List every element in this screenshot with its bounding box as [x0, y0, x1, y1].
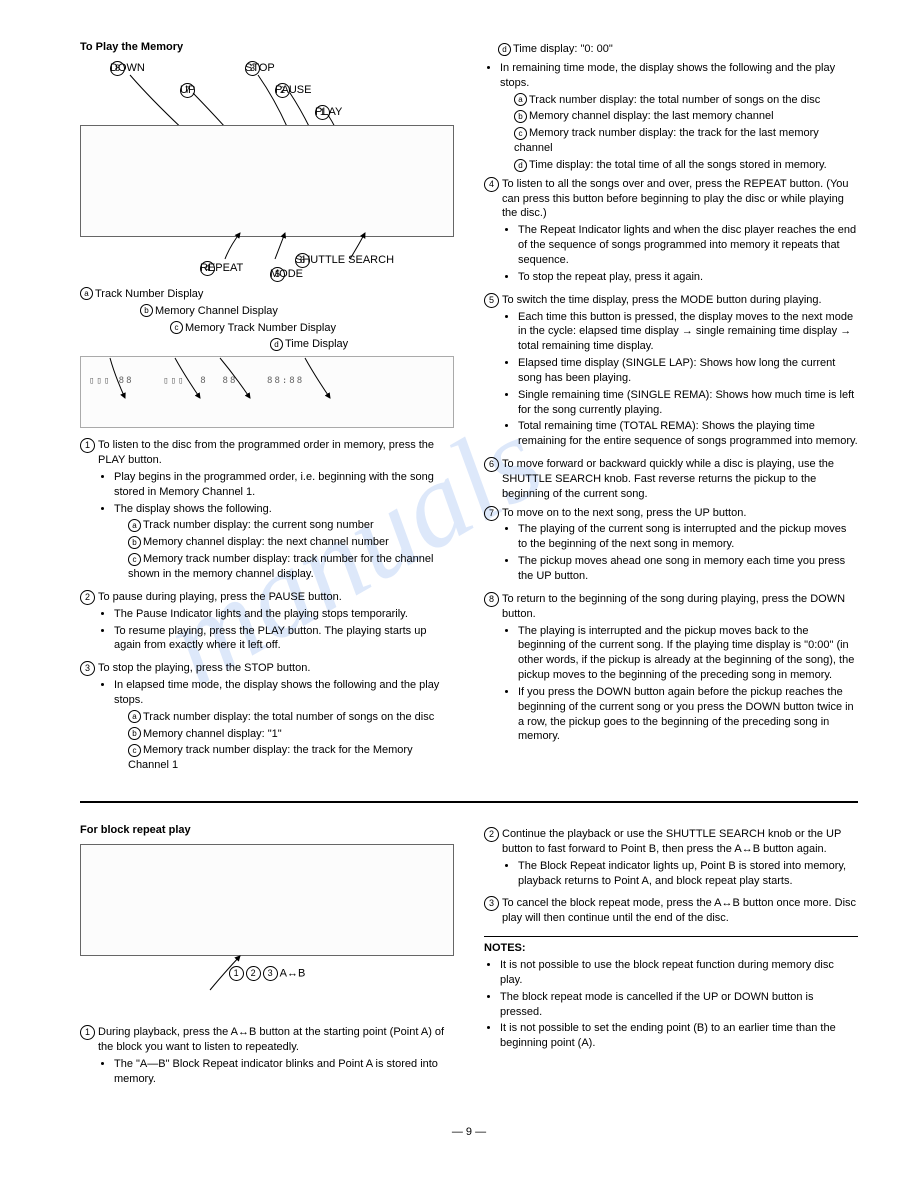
step4-b1: The Repeat Indicator lights and when the…	[518, 223, 858, 268]
label-up: UP	[180, 83, 195, 98]
step1-b1: Play begins in the programmed order, i.e…	[114, 470, 454, 500]
step8-text: To return to the beginning of the song d…	[502, 593, 845, 620]
bstep2-text: Continue the playback or use the SHUTTLE…	[502, 828, 841, 855]
block-step-2: 2 Continue the playback or use the SHUTT…	[484, 827, 858, 892]
step8-b1: The playing is interrupted and the picku…	[518, 624, 858, 683]
block-step-1: 1 During playback, press the A↔B button …	[80, 1025, 454, 1090]
left-column-bottom: For block repeat play 123A↔B 1 During pl…	[80, 823, 454, 1094]
section1-title: To Play the Memory	[80, 40, 454, 55]
step1-b2: The display shows the following.	[114, 503, 272, 515]
step4-text: To listen to all the songs over and over…	[502, 178, 849, 220]
step5-b3: Single remaining time (SINGLE REMA): Sho…	[518, 388, 858, 418]
step-2: 2 To pause during playing, press the PAU…	[80, 590, 454, 657]
page-number: — 9 —	[80, 1125, 858, 1140]
step-3: 3 To stop the playing, press the STOP bu…	[80, 661, 454, 777]
step6-text: To move forward or backward quickly whil…	[502, 458, 834, 500]
step-7: 7 To move on to the next song, press the…	[484, 506, 858, 588]
right-column-bottom: 2 Continue the playback or use the SHUTT…	[484, 823, 858, 1094]
label-mode: MODE	[270, 267, 303, 282]
label-mem-track: Memory Track Number Display	[185, 322, 336, 334]
step7-b1: The playing of the current song is inter…	[518, 522, 858, 552]
step5-text: To switch the time display, press the MO…	[502, 294, 822, 306]
step3-b1: In elapsed time mode, the display shows …	[114, 679, 439, 706]
pre-b1b: Memory channel display: the last memory …	[529, 110, 774, 122]
step-8: 8 To return to the beginning of the song…	[484, 592, 858, 748]
step3-b1a: Track number display: the total number o…	[143, 711, 434, 723]
display-labels-block: aTrack Number Display bMemory Channel Di…	[80, 287, 454, 352]
notes-title: NOTES:	[484, 942, 526, 954]
bstep1-b1: The "A—B" Block Repeat indicator blinks …	[114, 1057, 454, 1087]
top-button-labels: 8DOWN 3STOP 7UP 2PAUSE 1PLAY	[80, 61, 454, 121]
step7-b2: The pickup moves ahead one song in memor…	[518, 554, 858, 584]
display-diagram: ▯▯▯ 88 ▯▯▯ 8 88 88:88	[80, 356, 454, 428]
step5-b4: Total remaining time (TOTAL REMA): Shows…	[518, 419, 858, 449]
label-repeat: REPEAT	[200, 261, 243, 276]
notes-block: NOTES: It is not possible to use the blo…	[484, 936, 858, 1051]
pre-b1: In remaining time mode, the display show…	[500, 62, 835, 89]
step2-b1: The Pause Indicator lights and the playi…	[114, 607, 454, 622]
label-stop: STOP	[245, 61, 275, 76]
label-track-num: Track Number Display	[95, 288, 203, 300]
left-column-top: To Play the Memory 8DOWN 3STOP 7UP 2PAUS…	[80, 40, 454, 781]
section2-title: For block repeat play	[80, 823, 454, 838]
bstep2-b1: The Block Repeat indicator lights up, Po…	[518, 859, 858, 889]
label-pause: PAUSE	[275, 83, 311, 98]
step1-text: To listen to the disc from the programme…	[98, 439, 434, 466]
bottom-button-labels: 4REPEAT 5MODE 6SHUTTLE SEARCH	[80, 247, 454, 281]
step-1: 1 To listen to the disc from the program…	[80, 438, 454, 586]
label-shuttle: SHUTTLE SEARCH	[295, 253, 394, 268]
step1-b2c: Memory track number display: track numbe…	[128, 553, 433, 580]
step1-b2a: Track number display: the current song n…	[143, 519, 374, 531]
ab-text: A↔B	[280, 967, 306, 979]
note-2: The block repeat mode is cancelled if th…	[500, 990, 858, 1020]
right-column-top: dTime display: "0: 00" In remaining time…	[484, 40, 858, 781]
bstep1-text: During playback, press the A↔B button at…	[98, 1026, 444, 1053]
label-down: DOWN	[110, 61, 145, 76]
pre-b1d: Time display: the total time of all the …	[529, 159, 827, 171]
note-1: It is not possible to use the block repe…	[500, 958, 858, 988]
step3-b1b: Memory channel display: "1"	[143, 728, 282, 740]
step3-text: To stop the playing, press the STOP butt…	[98, 662, 310, 674]
pre-d: Time display: "0: 00"	[513, 43, 613, 55]
label-time: Time Display	[285, 338, 348, 350]
step2-text: To pause during playing, press the PAUSE…	[98, 591, 342, 603]
step1-b2b: Memory channel display: the next channel…	[143, 536, 389, 548]
step-6: 6 To move forward or backward quickly wh…	[484, 457, 858, 502]
step8-b2: If you press the DOWN button again befor…	[518, 685, 858, 744]
section-divider	[80, 801, 858, 803]
step2-b2: To resume playing, press the PLAY button…	[114, 624, 454, 654]
block-ab-label: 123A↔B	[80, 966, 454, 981]
pre-b1c: Memory track number display: the track f…	[514, 127, 819, 154]
pre-b1a: Track number display: the total number o…	[529, 94, 820, 106]
label-play: PLAY	[315, 105, 342, 120]
block-step-3: 3 To cancel the block repeat mode, press…	[484, 896, 858, 926]
note-3: It is not possible to set the ending poi…	[500, 1021, 858, 1051]
step5-b2: Elapsed time display (SINGLE LAP): Shows…	[518, 356, 858, 386]
step7-text: To move on to the next song, press the U…	[502, 507, 746, 519]
step3-b1c: Memory track number display: the track f…	[128, 744, 413, 771]
label-mem-chan: Memory Channel Display	[155, 305, 278, 317]
device-diagram-top	[80, 125, 454, 237]
step4-b2: To stop the repeat play, press it again.	[518, 270, 858, 285]
bstep3-text: To cancel the block repeat mode, press t…	[502, 897, 856, 924]
step-5: 5 To switch the time display, press the …	[484, 293, 858, 453]
step5-b1: Each time this button is pressed, the di…	[518, 310, 858, 355]
step-4: 4 To listen to all the songs over and ov…	[484, 177, 858, 289]
device-diagram-block	[80, 844, 454, 956]
